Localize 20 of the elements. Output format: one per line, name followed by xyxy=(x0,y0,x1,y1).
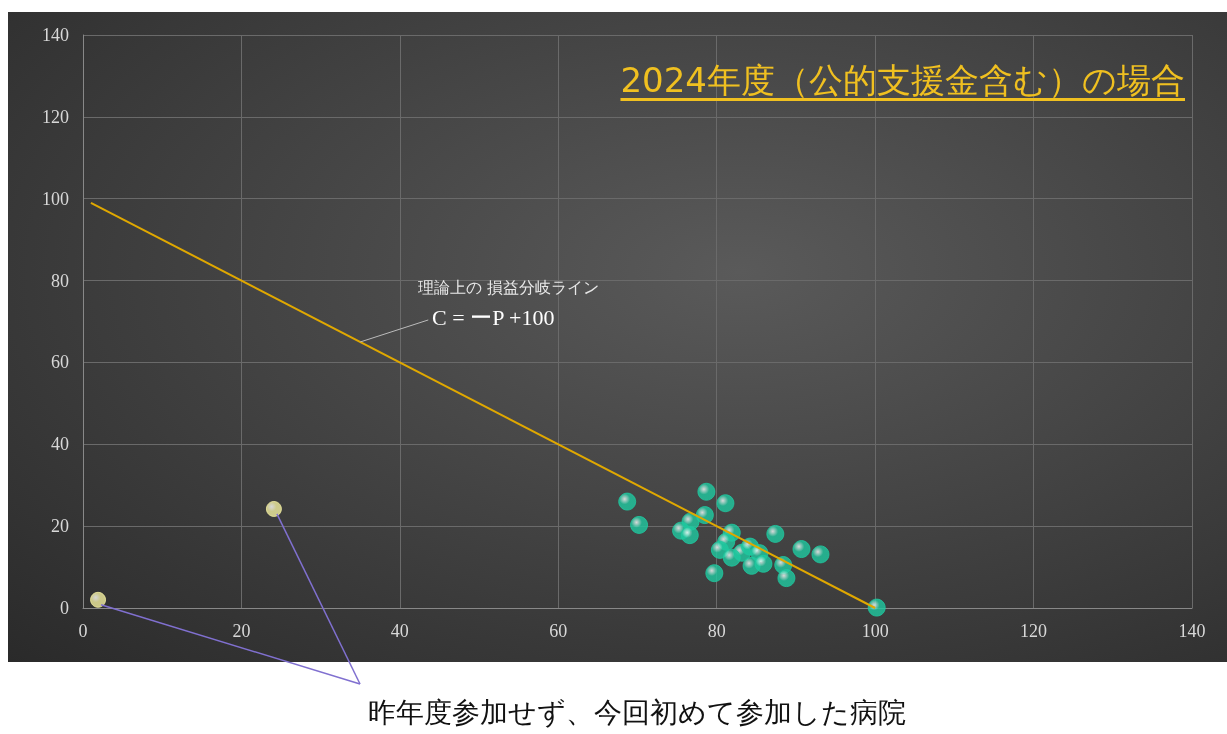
x-tick-label: 60 xyxy=(549,621,568,641)
x-tick-label: 0 xyxy=(78,621,88,641)
y-tick-label: 40 xyxy=(51,434,69,455)
x-tick-label: 80 xyxy=(707,621,726,641)
x-tick-label: 100 xyxy=(861,621,889,641)
y-tick-label: 20 xyxy=(51,516,69,537)
y-tick-label: 140 xyxy=(42,25,69,45)
y-tick-label: 0 xyxy=(60,598,69,618)
y-tick-label: 60 xyxy=(51,352,69,373)
annotation: 昨年度参加せず、今回初めて参加した病院 xyxy=(368,695,906,729)
text: 2024年度（公的支援金含む）の場合 xyxy=(620,59,1185,102)
y-tick-label: 80 xyxy=(51,270,69,291)
x-tick-label: 120 xyxy=(1020,621,1048,641)
x-tick-label: 140 xyxy=(1178,621,1206,641)
y-tick-label: 100 xyxy=(42,188,69,209)
x-tick-label: 40 xyxy=(390,621,409,641)
y-tick-label: 120 xyxy=(42,106,69,127)
annotation: 理論上の 損益分岐ライン xyxy=(417,278,599,298)
x-tick-label: 20 xyxy=(232,621,251,641)
annotation: C = ーP +100 xyxy=(432,305,555,331)
